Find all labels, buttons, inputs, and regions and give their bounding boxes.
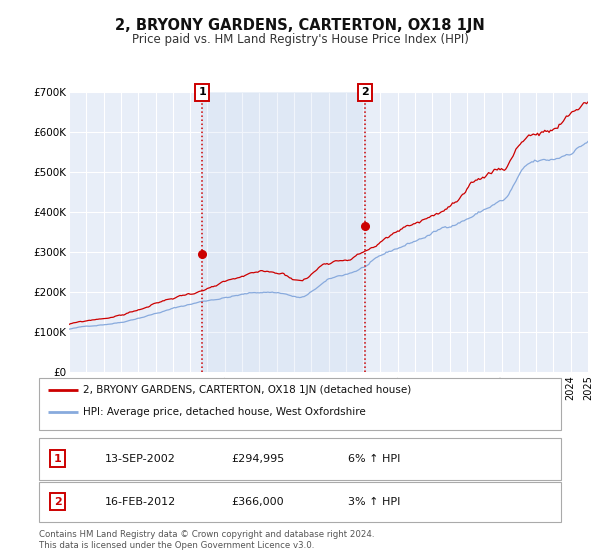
Text: £294,995: £294,995 [231,454,284,464]
Text: 2, BRYONY GARDENS, CARTERTON, OX18 1JN (detached house): 2, BRYONY GARDENS, CARTERTON, OX18 1JN (… [83,385,411,395]
Text: £366,000: £366,000 [231,497,284,507]
Text: 16-FEB-2012: 16-FEB-2012 [105,497,176,507]
Text: Price paid vs. HM Land Registry's House Price Index (HPI): Price paid vs. HM Land Registry's House … [131,32,469,46]
Text: 13-SEP-2002: 13-SEP-2002 [105,454,176,464]
Text: Contains HM Land Registry data © Crown copyright and database right 2024.: Contains HM Land Registry data © Crown c… [39,530,374,539]
Text: 2, BRYONY GARDENS, CARTERTON, OX18 1JN: 2, BRYONY GARDENS, CARTERTON, OX18 1JN [115,18,485,33]
Text: 6% ↑ HPI: 6% ↑ HPI [348,454,400,464]
Text: 2: 2 [361,87,369,97]
Text: 1: 1 [199,87,206,97]
Text: This data is licensed under the Open Government Licence v3.0.: This data is licensed under the Open Gov… [39,541,314,550]
Bar [202,92,365,372]
Text: HPI: Average price, detached house, West Oxfordshire: HPI: Average price, detached house, West… [83,407,365,417]
Text: 3% ↑ HPI: 3% ↑ HPI [348,497,400,507]
Text: 2: 2 [54,497,61,507]
Text: 1: 1 [54,454,61,464]
